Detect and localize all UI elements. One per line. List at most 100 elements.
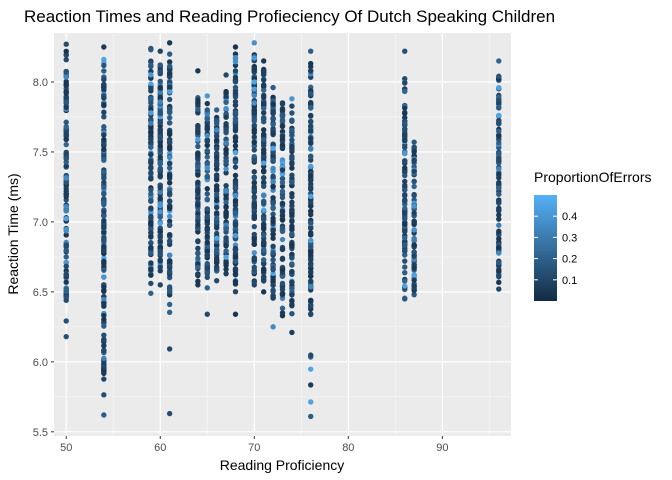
data-point (166, 252, 173, 258)
data-point (204, 239, 210, 246)
data-point (166, 51, 173, 57)
data-point (279, 142, 286, 148)
data-point (232, 143, 239, 149)
data-point (157, 184, 163, 191)
data-point (402, 264, 408, 270)
data-point (270, 249, 276, 256)
data-point (279, 246, 286, 253)
legend-title: ProportionOfErrors (534, 169, 651, 185)
data-point (308, 193, 314, 200)
data-point (260, 127, 267, 133)
data-point (223, 170, 229, 176)
data-point (308, 176, 314, 183)
data-point (496, 179, 502, 186)
data-point (279, 273, 286, 280)
data-point (260, 69, 267, 75)
data-point (260, 226, 267, 232)
data-point (195, 129, 201, 136)
data-point (289, 311, 295, 317)
data-point (101, 141, 107, 147)
data-point (308, 273, 314, 279)
data-point (402, 283, 408, 289)
data-point (232, 192, 239, 199)
data-point (101, 184, 107, 190)
data-point (402, 235, 408, 241)
data-point (204, 311, 210, 317)
data-point (204, 161, 210, 167)
data-point (166, 173, 173, 179)
data-point (402, 187, 408, 193)
data-point (279, 291, 286, 297)
data-point (195, 189, 201, 196)
data-point (260, 222, 267, 228)
data-point (195, 255, 201, 262)
data-point (157, 248, 163, 254)
data-point (101, 95, 107, 101)
data-point (308, 366, 314, 372)
data-point (260, 131, 267, 138)
data-point (63, 259, 69, 266)
data-point (232, 164, 239, 170)
data-point (63, 41, 69, 47)
data-point (157, 268, 163, 274)
data-point (251, 153, 257, 160)
data-point (289, 161, 295, 167)
data-point (63, 163, 69, 169)
data-point (195, 123, 201, 129)
data-point (166, 258, 173, 264)
data-point (289, 165, 295, 171)
data-point (308, 399, 314, 405)
data-point (402, 205, 408, 212)
data-point (157, 120, 163, 126)
data-point (496, 157, 502, 164)
data-point (101, 209, 107, 215)
data-point (101, 316, 107, 323)
data-point (166, 346, 173, 352)
data-point (157, 258, 163, 264)
data-point (195, 214, 201, 221)
data-point (496, 216, 502, 222)
data-point (101, 300, 107, 307)
data-point (148, 244, 154, 251)
data-point (223, 238, 229, 245)
data-point (251, 92, 257, 99)
data-point (260, 82, 267, 88)
data-point (411, 203, 417, 209)
data-point (101, 213, 107, 219)
data-point (270, 243, 276, 250)
data-point (308, 163, 314, 169)
data-point (232, 281, 239, 287)
data-point (289, 179, 295, 185)
data-point (232, 118, 239, 124)
data-point (251, 169, 257, 175)
data-point (204, 214, 210, 221)
data-point (101, 157, 107, 163)
data-point (204, 269, 210, 276)
data-point (251, 249, 257, 256)
data-point (251, 118, 257, 124)
data-point (496, 97, 502, 103)
data-point (148, 221, 154, 227)
data-point (270, 270, 276, 277)
data-point (270, 184, 276, 190)
data-point (223, 270, 229, 277)
data-point (195, 151, 201, 158)
y-tick-label: 6.5 (33, 287, 48, 299)
data-point (260, 239, 267, 245)
data-point (101, 114, 107, 120)
data-point (213, 154, 220, 161)
data-point (251, 114, 257, 120)
data-point (308, 100, 314, 107)
data-point (308, 262, 314, 268)
y-tick-label: 7.0 (33, 217, 48, 229)
data-point (195, 164, 201, 170)
data-point (270, 145, 276, 152)
data-point (148, 62, 154, 68)
data-point (63, 188, 69, 194)
data-point (279, 118, 286, 124)
data-point (223, 199, 229, 206)
data-point (270, 282, 276, 289)
data-point (213, 191, 220, 197)
data-point (195, 106, 201, 112)
